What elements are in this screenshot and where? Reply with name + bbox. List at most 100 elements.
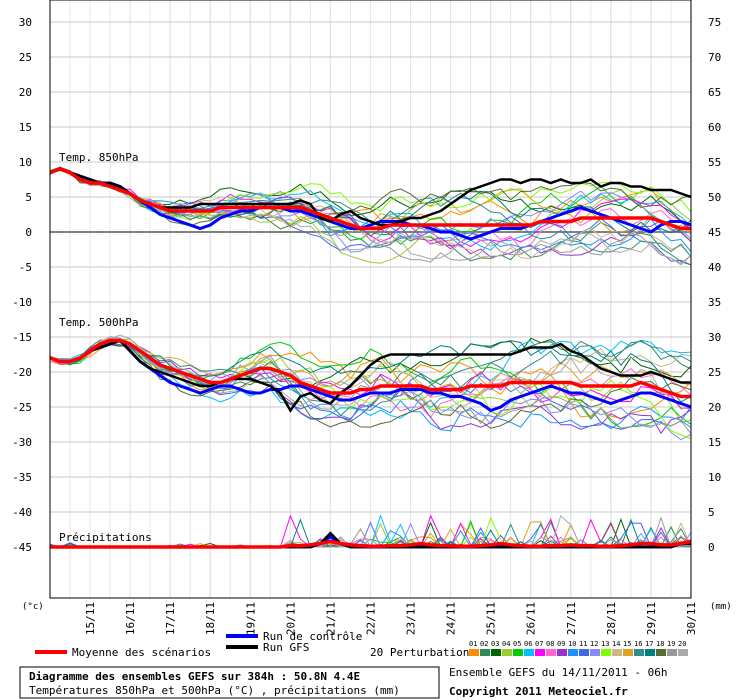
legend-gfs-label: Run GFS [263, 641, 309, 654]
precip-mean-line [50, 539, 692, 549]
left-tick-label: -30 [12, 436, 32, 449]
left-tick-label: -35 [12, 471, 32, 484]
perturbation-t500-line [49, 341, 692, 418]
right-tick-label: 60 [708, 121, 721, 134]
perturbation-swatch [634, 649, 644, 656]
perturbation-swatch [579, 649, 589, 656]
perturbation-swatch [513, 649, 523, 656]
perturbation-swatch [601, 649, 611, 656]
x-tick-label: 19/11 [244, 602, 257, 635]
left-tick-label: -5 [19, 261, 32, 274]
right-tick-label: 5 [708, 506, 715, 519]
left-tick-label: -40 [12, 506, 32, 519]
legend: Run de contrôle Run GFS Moyenne des scén… [35, 630, 688, 659]
perturbation-id-label: 03 [491, 640, 499, 648]
perturbation-t850-line [49, 168, 692, 266]
perturbation-id-label: 19 [667, 640, 675, 648]
right-tick-label: 75 [708, 16, 721, 29]
chart-title: Diagramme des ensembles GEFS sur 384h : … [29, 670, 360, 683]
t500-control-line [49, 338, 692, 413]
chart-subtitle: Températures 850hPa et 500hPa (°C) , pré… [29, 684, 400, 697]
perturbation-swatch [535, 649, 545, 656]
left-axis-unit: (°c) [22, 602, 44, 612]
perturbation-swatch [469, 649, 479, 656]
left-tick-label: 25 [19, 51, 32, 64]
right-tick-label: 45 [708, 226, 721, 239]
right-tick-label: 35 [708, 296, 721, 309]
x-tick-label: 23/11 [405, 602, 418, 635]
perturbation-swatch [590, 649, 600, 656]
x-tick-label: 25/11 [485, 602, 498, 635]
perturbation-swatch [491, 649, 501, 656]
right-tick-label: 40 [708, 261, 721, 274]
right-tick-label: 15 [708, 436, 721, 449]
perturbation-swatch [667, 649, 677, 656]
run-info: Ensemble GEFS du 14/11/2011 - 06h [449, 666, 668, 679]
perturbation-swatch [623, 649, 633, 656]
t850-mean-line [49, 167, 691, 231]
x-tick-label: 18/11 [204, 602, 217, 635]
right-tick-label: 0 [708, 541, 715, 554]
left-tick-label: -10 [12, 296, 32, 309]
x-tick-label: 24/11 [445, 602, 458, 635]
perturbation-swatch [546, 649, 556, 656]
t850-control-line [49, 167, 692, 241]
perturbation-t500-line [49, 340, 692, 440]
left-axis-ticks: 30 25 20 15 10 5 0 -5 -10 -15 -20 -25 -30 -35 -40 -45 [12, 16, 32, 554]
left-tick-label: 20 [19, 86, 32, 99]
x-tick-label: 22/11 [364, 602, 377, 635]
perturbation-id-label: 06 [524, 640, 532, 648]
x-tick-label: 27/11 [565, 602, 578, 635]
perturbation-swatch [656, 649, 666, 656]
left-tick-label: -45 [12, 541, 32, 554]
title-box [19, 666, 440, 699]
perturbation-id-label: 02 [480, 640, 488, 648]
perturbation-id-label: 13 [601, 640, 609, 648]
perturbation-id-label: 12 [590, 640, 598, 648]
perturbation-id-label: 20 [678, 640, 686, 648]
panel-label-t850: Temp. 850hPa [59, 151, 138, 164]
perturbation-id-label: 14 [612, 640, 620, 648]
x-tick-label: 15/11 [84, 602, 97, 635]
right-axis-unit: (mm) [710, 602, 732, 612]
perturbation-swatch [568, 649, 578, 656]
perturbation-id-label: 07 [535, 640, 543, 648]
grid [50, 0, 692, 598]
x-tick-label: 29/11 [645, 602, 658, 635]
x-axis-labels: 15/11 16/11 17/11 18/11 19/11 20/11 21/11 22/11… [84, 602, 698, 635]
perturbation-swatch [524, 649, 534, 656]
t500-mean-line [49, 338, 691, 399]
perturbation-swatches: 01 02 03 04 05 06 07 08 09 10 11 12 13 14 15 16 17 18 19 20 [469, 640, 688, 656]
perturbation-id-label: 09 [557, 640, 565, 648]
plot-frame [49, 0, 692, 599]
perturbation-swatch [557, 649, 567, 656]
legend-control-label: Run de contrôle [263, 630, 362, 643]
perturbation-id-label: 17 [645, 640, 653, 648]
perturbation-swatch [612, 649, 622, 656]
legend-mean-label: Moyenne des scénarios [72, 646, 211, 659]
right-tick-label: 20 [708, 401, 721, 414]
perturbation-t500-line [49, 336, 692, 420]
left-tick-label: 30 [19, 16, 32, 29]
right-tick-label: 55 [708, 156, 721, 169]
left-tick-label: 5 [25, 191, 32, 204]
right-tick-label: 50 [708, 191, 721, 204]
legend-perturbations-label: 20 Perturbations [370, 646, 476, 659]
perturbation-swatch [502, 649, 512, 656]
left-tick-label: 10 [19, 156, 32, 169]
x-tick-label: 26/11 [525, 602, 538, 635]
t500-gfs-line [49, 339, 691, 413]
x-tick-label: 30/11 [685, 602, 698, 635]
perturbation-id-label: 11 [579, 640, 587, 648]
right-tick-label: 65 [708, 86, 721, 99]
perturbation-id-label: 01 [469, 640, 477, 648]
copyright: Copyright 2011 Meteociel.fr [449, 685, 628, 698]
x-tick-label: 28/11 [605, 602, 618, 635]
left-tick-label: -20 [12, 366, 32, 379]
perturbation-id-label: 08 [546, 640, 554, 648]
left-tick-label: -15 [12, 331, 32, 344]
perturbation-id-label: 15 [623, 640, 631, 648]
x-tick-label: 16/11 [124, 602, 137, 635]
